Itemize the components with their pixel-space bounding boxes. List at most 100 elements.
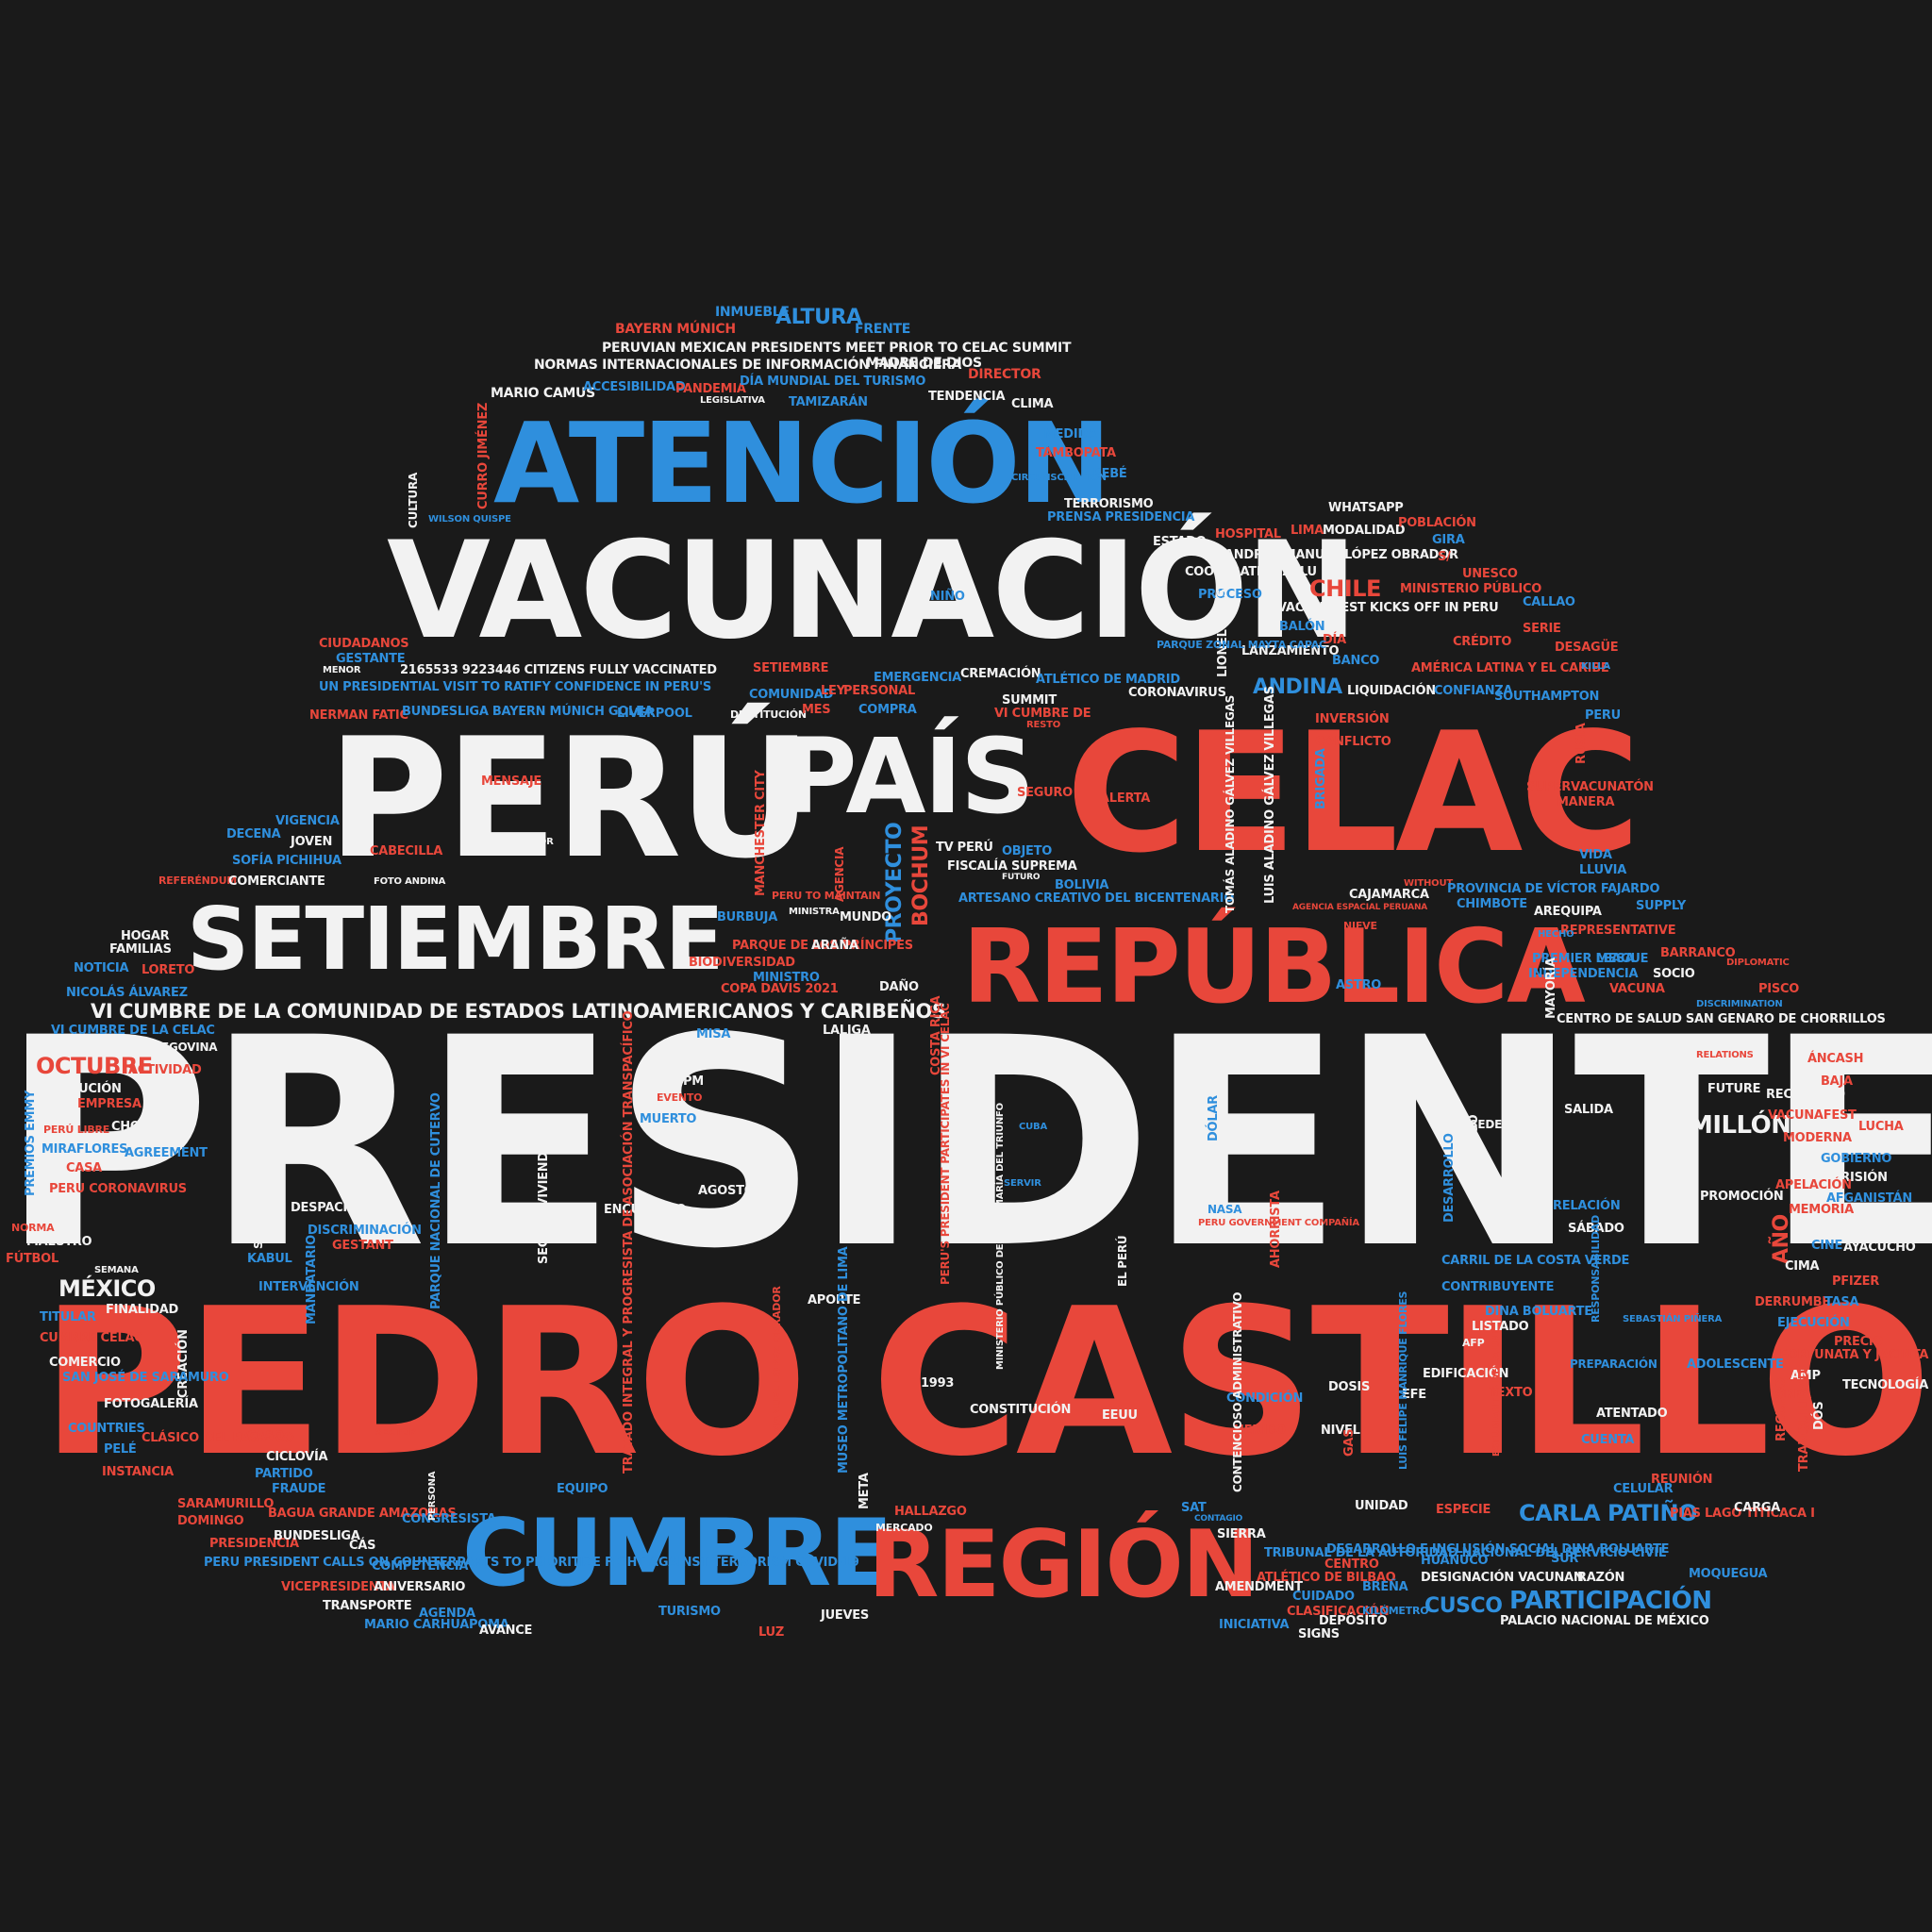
word: SUR — [1551, 1552, 1579, 1566]
word: BIODIVERSIDAD — [689, 956, 795, 970]
word-proyecto: PROYECTO — [883, 822, 907, 943]
word: DIRECTOR — [968, 367, 1041, 382]
word: EFE — [1402, 1388, 1426, 1402]
word: CINE — [1811, 1239, 1843, 1253]
word: WILSON QUISPE — [428, 514, 511, 525]
word: RELACIÓN — [1553, 1199, 1621, 1213]
word-carla-patino: CARLA PATIÑO — [1519, 1500, 1698, 1526]
word: CLASIFICACIÓN — [1287, 1605, 1390, 1619]
word: UNIDAD — [1355, 1499, 1408, 1513]
word: LANZAMIENTO — [1241, 644, 1340, 658]
word: SAN JOSÉ DE SARAMURO — [62, 1371, 229, 1385]
word: CICLOVÍA — [266, 1450, 328, 1464]
word: CONGRESISTA — [402, 1512, 496, 1526]
word: KABUL — [247, 1252, 292, 1266]
word: DISCRIMINACIÓN — [308, 1224, 422, 1238]
word: AREQUIPA — [1534, 905, 1602, 919]
word: FOTOGALERÍA — [104, 1397, 198, 1411]
word: NIVEL — [1321, 1424, 1360, 1438]
word: COMPRA — [858, 703, 917, 717]
word: PERU'S PRESIDENT PARTICIPATES IN VI CELA… — [939, 1003, 952, 1285]
word: PRESIDENCIA — [209, 1537, 299, 1551]
word: OBJETO — [1002, 844, 1053, 858]
word: SEDE — [1470, 1118, 1503, 1131]
word: PARQUE DE LOS PRÍNCIPES — [732, 939, 913, 953]
word: RESTO — [1026, 720, 1061, 730]
word: PELÉ — [104, 1442, 137, 1457]
word: ÁREA — [1775, 1388, 1811, 1402]
word: PREMIOS EMMY — [24, 1090, 38, 1196]
word: BARRANCO — [1660, 946, 1736, 960]
word: CREACIÓN — [176, 1329, 191, 1398]
word: RUSIA — [1574, 723, 1589, 764]
word: DEPÓSITO — [1319, 1614, 1388, 1628]
word: SOCIO — [1653, 967, 1695, 981]
word: BAGUA GRANDE AMAZONAS — [268, 1507, 457, 1521]
word: CONDICIÓN — [1226, 1391, 1304, 1406]
word: INICIATIVA — [1219, 1618, 1290, 1632]
word: MERCADO — [875, 1522, 933, 1534]
word: TRATADO INTEGRAL Y PROGRESISTA DE ASOCIA… — [622, 1010, 636, 1474]
word: PARQUE NACIONAL DE CUTERVO — [429, 1092, 443, 1309]
word: ASTRO — [1336, 978, 1382, 992]
word: LUIS ALADINO GÁLVEZ VILLEGAS — [1263, 686, 1277, 904]
word-region: REGIÓN — [868, 1511, 1259, 1619]
word-chile: CHILE — [1309, 575, 1381, 602]
word: REPRESENTATIVE — [1560, 924, 1676, 938]
word: PRENSA PRESIDENCIA — [1047, 510, 1195, 525]
word: ÁNCASH — [1807, 1052, 1864, 1066]
word-vacunacion: VACUNACIÓN — [387, 513, 1357, 669]
word: CORONAVIRUS — [1128, 686, 1226, 700]
word: AYACUCHO — [1843, 1241, 1916, 1255]
word: CONTAGIO — [1194, 1514, 1243, 1524]
word-ano: AÑO — [1770, 1214, 1793, 1264]
word: APORTE — [808, 1293, 861, 1307]
word: CARGA — [1734, 1501, 1781, 1515]
word: LLUVIA — [1579, 863, 1627, 877]
word: ATENTADO — [1596, 1407, 1668, 1421]
word: SETIEMBRE — [753, 661, 829, 675]
word: INDEPENDENCIA — [1528, 967, 1639, 981]
word: GAS — [1342, 1428, 1357, 1457]
word: BALÓN — [1279, 620, 1325, 634]
word: VIDA — [1579, 848, 1612, 862]
word: EQUIPO — [557, 1482, 608, 1496]
word: COMPETENCIA — [372, 1559, 469, 1574]
word: FRAUDE — [272, 1482, 326, 1496]
word: MODERNA — [1783, 1131, 1852, 1145]
word: DOSIS — [1328, 1380, 1371, 1394]
word: NIÑO — [930, 590, 965, 604]
word: MUERTO — [640, 1112, 697, 1126]
word: UN PRESIDENTIAL VISIT TO RATIFY CONFIDEN… — [319, 680, 711, 694]
word: TV PERÚ — [936, 841, 993, 855]
word: ARTESANO CREATIVO DEL BICENTENARIO — [958, 891, 1234, 906]
word: RAZÓN — [1577, 1571, 1625, 1585]
word: NERMAN FATIC — [309, 708, 408, 723]
word: CREMACIÓN — [960, 667, 1041, 681]
word: COOPERATIVA AELU — [1185, 565, 1317, 579]
word: DOMINGO — [177, 1514, 244, 1528]
word: PREPARACIÓN — [1570, 1357, 1657, 1371]
word: ATLÉTICO DE BILBAO — [1257, 1571, 1396, 1585]
word: BEBÉ — [1092, 467, 1127, 481]
word: SUMMIT — [1002, 693, 1057, 708]
word: HALLAZGO — [894, 1505, 967, 1519]
word: TITULAR — [40, 1310, 96, 1324]
word-altura: ALTURA — [775, 306, 862, 329]
word: LIMA — [1291, 524, 1324, 538]
word: ADOLESCENTE — [1687, 1357, 1784, 1372]
word: MISA — [696, 1027, 731, 1041]
word: FORTUNATA Y JACINTA — [1779, 1348, 1929, 1362]
word: SARAMURILLO — [177, 1497, 275, 1511]
word: LUZ — [758, 1625, 785, 1640]
word: EJECUCIÓN — [1777, 1316, 1850, 1330]
word: BURBUJA — [717, 910, 778, 924]
word: MINISTRO — [753, 971, 820, 985]
word: PERU TO MAINTAIN — [772, 890, 881, 902]
word: AGENDA — [419, 1607, 475, 1621]
word: RECORRIDO — [1766, 1088, 1845, 1102]
word: ARAÑA — [811, 939, 858, 953]
word: CARRIL DE LA COSTA VERDE — [1441, 1254, 1630, 1268]
word: TEXTO — [1489, 1386, 1533, 1400]
